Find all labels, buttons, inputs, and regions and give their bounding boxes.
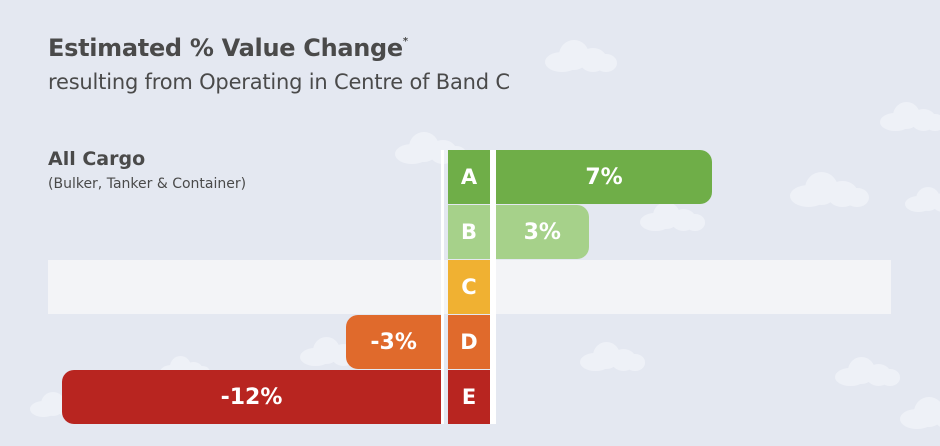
chart-title: Estimated % Value Change* <box>48 34 408 62</box>
bar-value-label-e: -12% <box>220 384 283 410</box>
band-label-b: B <box>448 205 490 259</box>
zero-axis-right <box>490 150 496 424</box>
title-footnote-marker: * <box>402 36 408 47</box>
band-label-c: C <box>448 260 490 314</box>
bar-value-label-a: 7% <box>585 164 623 190</box>
zero-axis-left <box>441 150 444 424</box>
bar-value-label-d: -3% <box>370 329 417 355</box>
bar-value-label-b: 3% <box>523 219 561 245</box>
band-label-a: A <box>448 150 490 204</box>
band-label-e: E <box>448 370 490 424</box>
bar-d: -3% <box>346 315 441 369</box>
bar-e: -12% <box>62 370 441 424</box>
category-subtitle: (Bulker, Tanker & Container) <box>48 176 247 192</box>
chart-subtitle: resulting from Operating in Centre of Ba… <box>48 70 510 94</box>
category-title: All Cargo <box>48 148 146 170</box>
bar-b: 3% <box>496 205 589 259</box>
bar-a: 7% <box>496 150 712 204</box>
chart-title-text: Estimated % Value Change <box>48 34 403 62</box>
band-label-d: D <box>448 315 490 369</box>
